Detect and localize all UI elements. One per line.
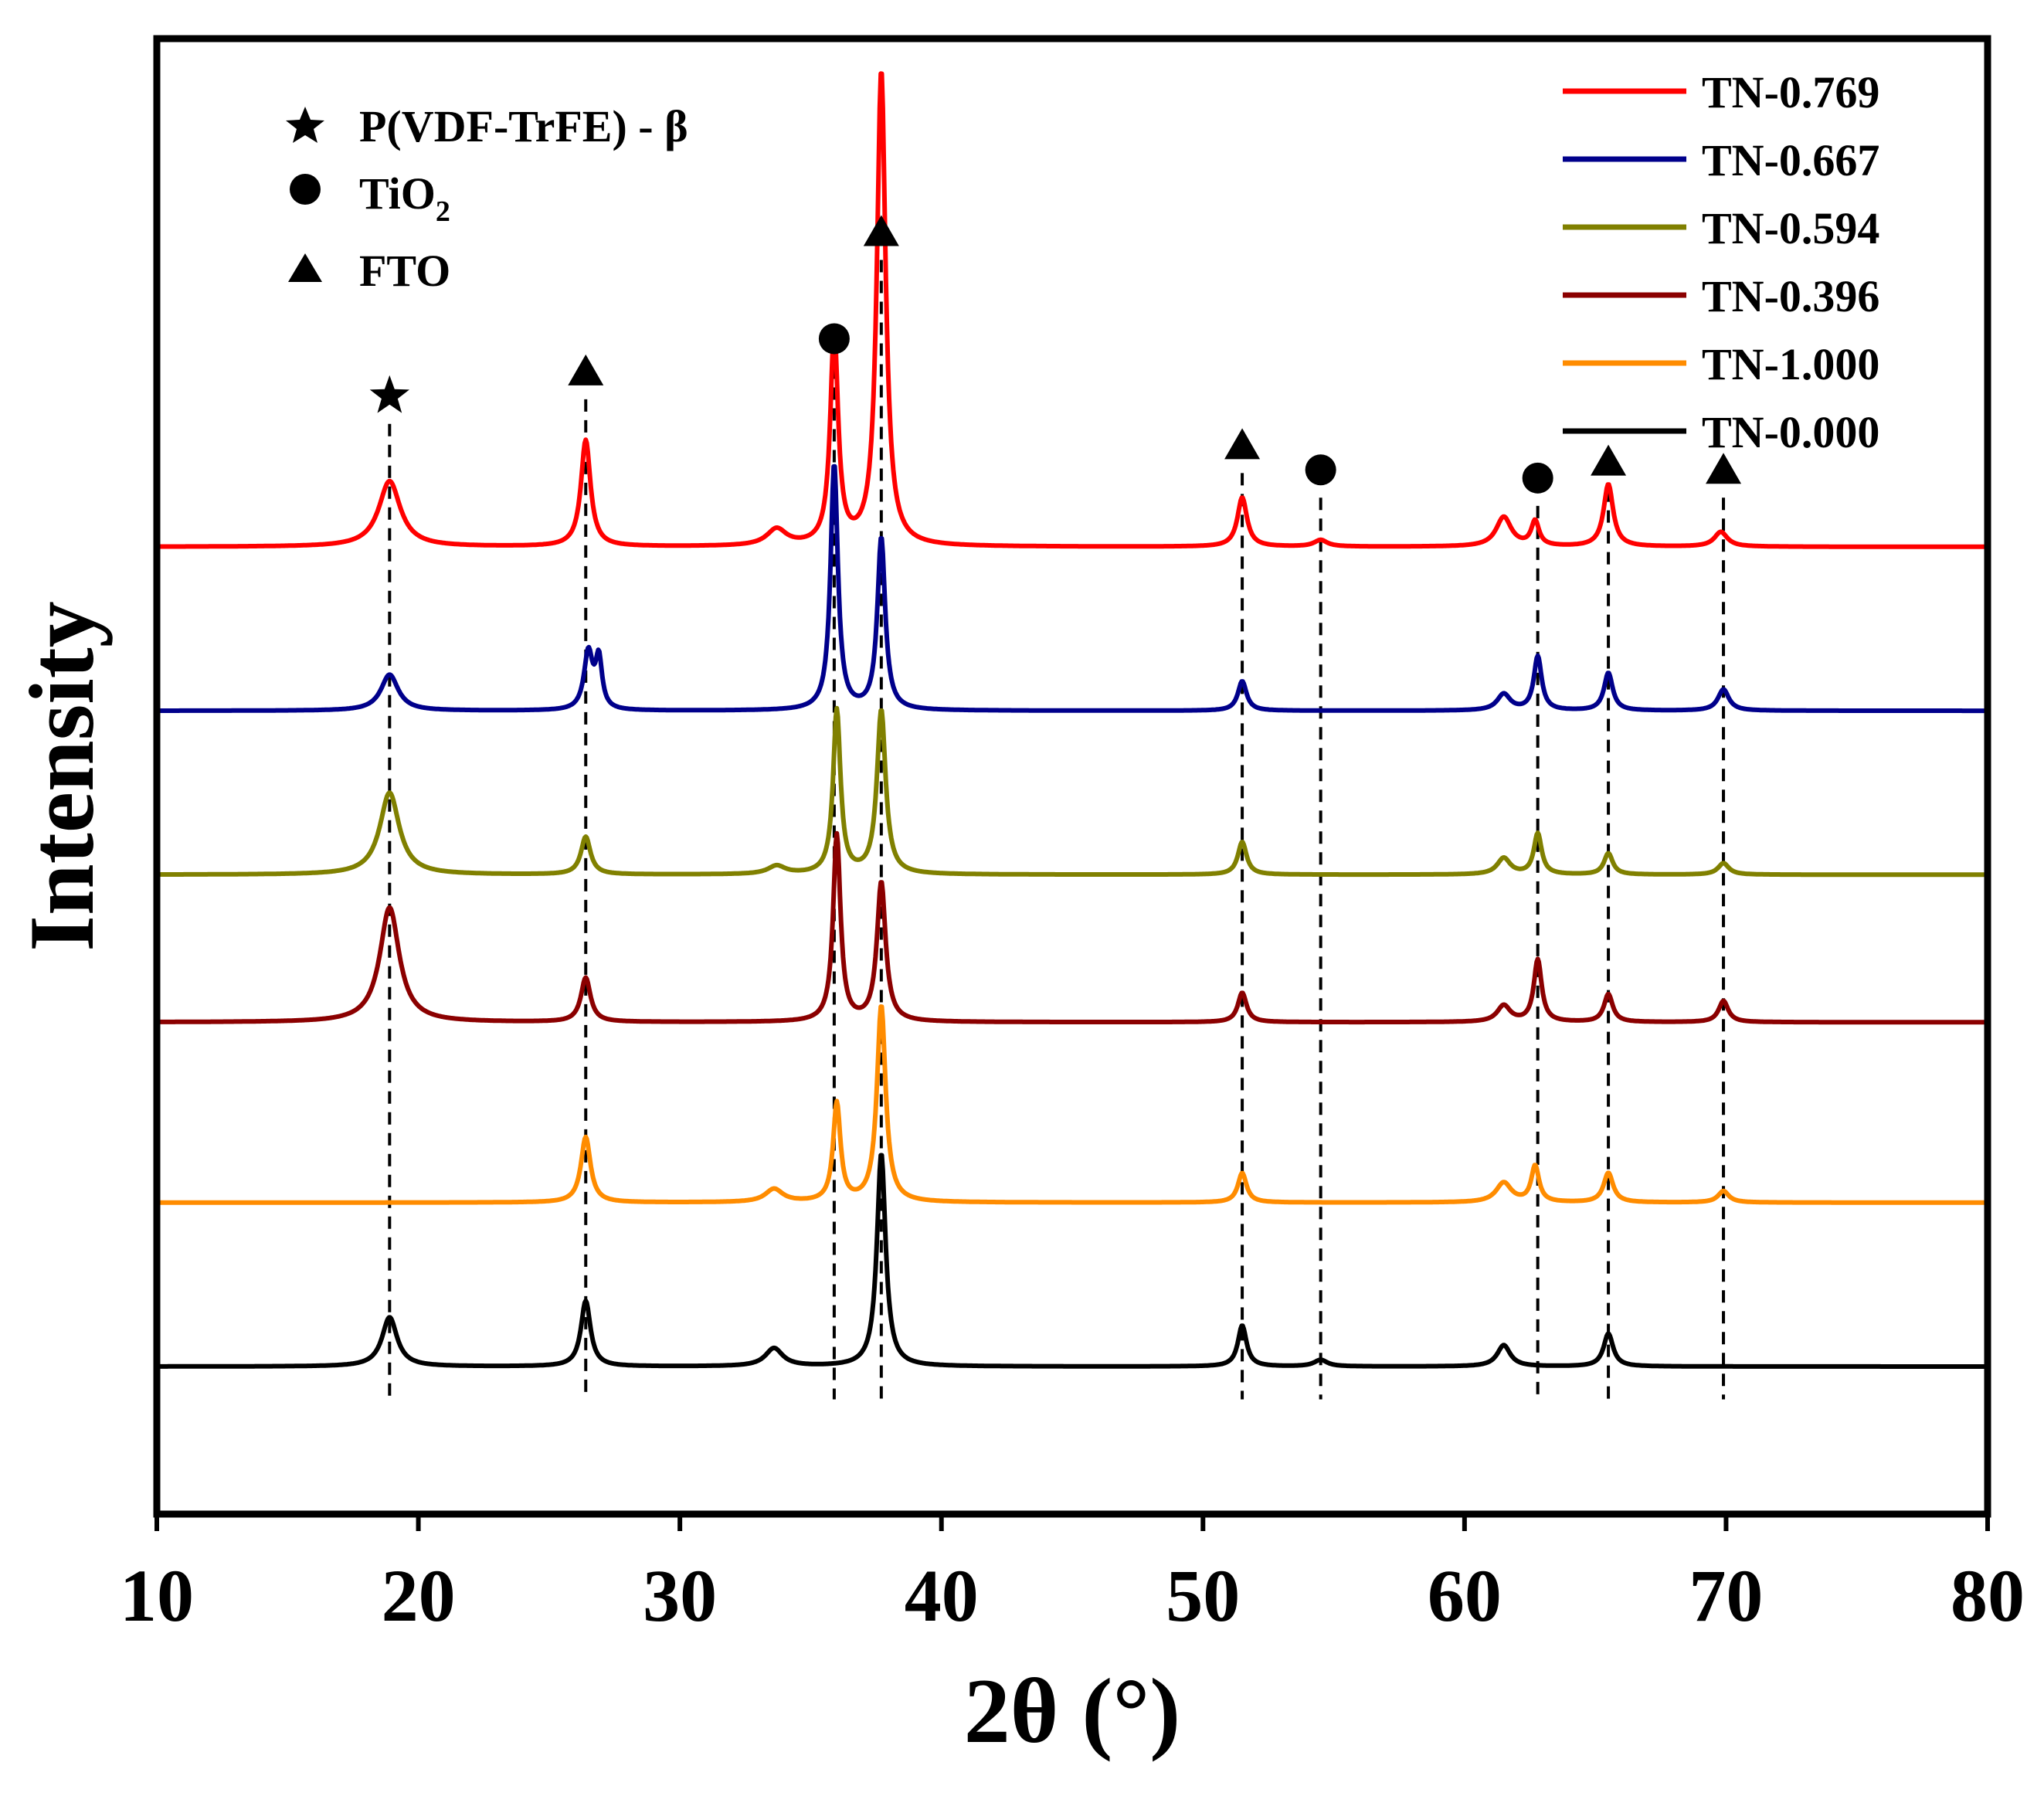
series-lines [155,71,1989,1369]
series-line-TN-0.396 [155,830,1989,1025]
circle-marker [818,323,850,355]
series-legend-item: TN-0.667 [1563,135,1879,185]
x-tick-label: 10 [120,1554,194,1637]
series-legend: TN-0.769 TN-0.667 TN-0.594 TN-0.396 TN-1.000… [1563,67,1879,457]
triangle-icon [288,253,322,282]
series-legend-item: TN-0.594 [1563,203,1879,253]
series-legend-item: TN-0.000 [1563,407,1879,457]
x-tick-label: 50 [1166,1554,1240,1637]
phase-legend-label: TiO [359,168,436,219]
phase-legend-item-circle: TiO2 [290,168,450,228]
series-line-TN-0.667 [155,463,1989,714]
x-axis-ticks: 10 20 30 40 50 60 70 80 [120,1514,2025,1637]
series-legend-label: TN-0.594 [1702,203,1879,253]
phase-legend: P(VDF-TrFE) - β TiO2 FTO [286,101,688,296]
reference-markers [369,215,1742,494]
star-marker [369,375,409,413]
phase-legend-label: FTO [359,246,450,296]
series-line-TN-0.000 [155,1153,1989,1369]
series-line-TN-0.594 [155,705,1989,878]
triangle-marker [863,215,899,246]
x-tick-label: 30 [643,1554,717,1637]
x-tick-label: 20 [382,1554,456,1637]
circle-marker [1305,454,1336,486]
series-legend-label: TN-0.667 [1702,135,1879,185]
y-axis-title: Intensity [10,601,113,951]
x-axis-title: 2θ (°) [964,1659,1181,1762]
series-legend-item: TN-0.396 [1563,271,1879,321]
triangle-marker [568,354,604,385]
phase-legend-subscript: 2 [436,195,450,228]
series-legend-label: TN-1.000 [1702,339,1879,389]
triangle-marker [1706,453,1742,484]
reference-lines [388,260,1726,1400]
svg-text:TiO2: TiO2 [359,168,450,228]
x-tick-label: 40 [905,1554,979,1637]
phase-legend-label: P(VDF-TrFE) - β [359,101,688,151]
phase-legend-item-triangle: FTO [288,246,450,296]
series-legend-item: TN-0.769 [1563,67,1879,117]
x-tick-label: 80 [1951,1554,2025,1637]
x-tick-label: 70 [1689,1554,1763,1637]
phase-legend-item-star: P(VDF-TrFE) - β [286,101,688,151]
triangle-marker [1224,428,1261,460]
star-icon [286,107,324,143]
series-legend-label: TN-0.769 [1702,67,1879,117]
series-line-TN-1.000 [155,1004,1989,1205]
series-legend-item: TN-1.000 [1563,339,1879,389]
circle-icon [290,174,321,205]
plot-frame [153,35,1991,1518]
x-tick-label: 60 [1428,1554,1502,1637]
series-line-TN-0.769 [155,71,1989,549]
circle-marker [1522,462,1553,494]
series-legend-label: TN-0.396 [1702,271,1879,321]
triangle-marker [1591,444,1627,476]
series-legend-label: TN-0.000 [1702,407,1879,457]
